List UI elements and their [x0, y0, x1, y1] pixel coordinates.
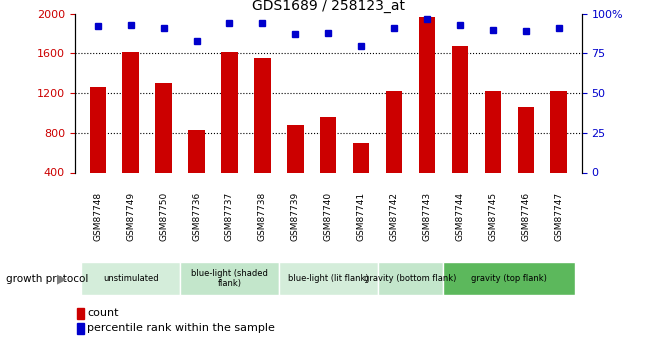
Text: gravity (bottom flank): gravity (bottom flank) — [365, 274, 457, 283]
Bar — [81, 262, 180, 295]
Bar — [77, 323, 85, 334]
Bar — [452, 46, 468, 212]
Text: GSM87745: GSM87745 — [488, 192, 497, 241]
Text: blue-light (lit flank): blue-light (lit flank) — [288, 274, 369, 283]
Text: GSM87746: GSM87746 — [521, 192, 530, 241]
Bar — [419, 17, 436, 212]
Bar — [90, 87, 106, 212]
Bar — [287, 125, 304, 212]
Bar — [221, 52, 238, 212]
Bar — [180, 262, 279, 295]
Text: growth protocol: growth protocol — [6, 274, 89, 284]
Bar — [188, 130, 205, 212]
Bar — [378, 262, 443, 295]
Text: gravity (top flank): gravity (top flank) — [471, 274, 547, 283]
Bar — [517, 107, 534, 212]
Text: GSM87738: GSM87738 — [258, 192, 267, 241]
Bar — [386, 91, 402, 212]
Text: count: count — [87, 308, 119, 318]
Bar — [443, 262, 575, 295]
Text: GSM87743: GSM87743 — [422, 192, 432, 241]
Bar — [155, 83, 172, 212]
Bar — [320, 117, 337, 212]
Bar — [485, 91, 501, 212]
Text: GSM87750: GSM87750 — [159, 192, 168, 241]
Bar — [77, 308, 85, 319]
Bar — [254, 58, 270, 212]
Text: GSM87739: GSM87739 — [291, 192, 300, 241]
Text: GSM87748: GSM87748 — [94, 192, 102, 241]
Text: percentile rank within the sample: percentile rank within the sample — [87, 324, 275, 333]
Text: GSM87741: GSM87741 — [357, 192, 366, 241]
Bar — [353, 143, 369, 212]
Title: GDS1689 / 258123_at: GDS1689 / 258123_at — [252, 0, 405, 13]
Text: GSM87749: GSM87749 — [126, 192, 135, 241]
Text: unstimulated: unstimulated — [103, 274, 159, 283]
Text: GSM87742: GSM87742 — [389, 192, 398, 241]
Text: blue-light (shaded
flank): blue-light (shaded flank) — [191, 269, 268, 288]
Text: GSM87737: GSM87737 — [225, 192, 234, 241]
Text: ▶: ▶ — [57, 272, 66, 285]
Bar — [551, 91, 567, 212]
Bar — [122, 52, 139, 212]
Bar — [279, 262, 378, 295]
Text: GSM87736: GSM87736 — [192, 192, 201, 241]
Text: GSM87740: GSM87740 — [324, 192, 333, 241]
Text: GSM87744: GSM87744 — [456, 192, 465, 241]
Text: GSM87747: GSM87747 — [554, 192, 563, 241]
